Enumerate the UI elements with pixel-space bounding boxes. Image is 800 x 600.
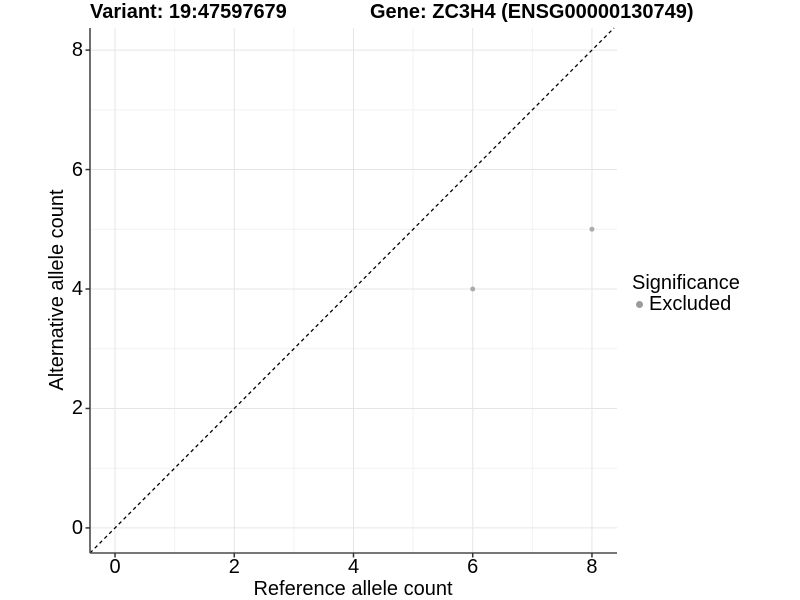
plot-title-gene: Gene: ZC3H4 (ENSG00000130749) <box>370 1 694 23</box>
y-tick-label: 0 <box>71 516 83 539</box>
legend-title: Significance <box>632 272 740 294</box>
y-tick-label: 2 <box>71 397 83 420</box>
x-axis-title: Reference allele count <box>253 578 453 600</box>
plot-title-variant: Variant: 19:47597679 <box>90 1 287 23</box>
y-tick-label: 6 <box>71 158 83 181</box>
data-point <box>470 286 476 292</box>
legend-entry-label: Excluded <box>649 293 732 315</box>
legend: Significance Excluded <box>632 272 800 314</box>
data-point <box>589 226 595 232</box>
y-tick-label: 8 <box>71 39 83 62</box>
identity-line <box>89 27 615 554</box>
x-tick-label: 8 <box>586 556 598 578</box>
x-tick-label: 6 <box>467 556 479 578</box>
legend-entry-excluded: Excluded <box>632 294 800 314</box>
x-tick-label: 0 <box>109 556 121 578</box>
y-tick-label: 4 <box>71 278 83 300</box>
x-tick-label: 2 <box>228 556 240 578</box>
legend-point-icon <box>636 300 643 308</box>
x-tick-label: 4 <box>347 556 360 578</box>
